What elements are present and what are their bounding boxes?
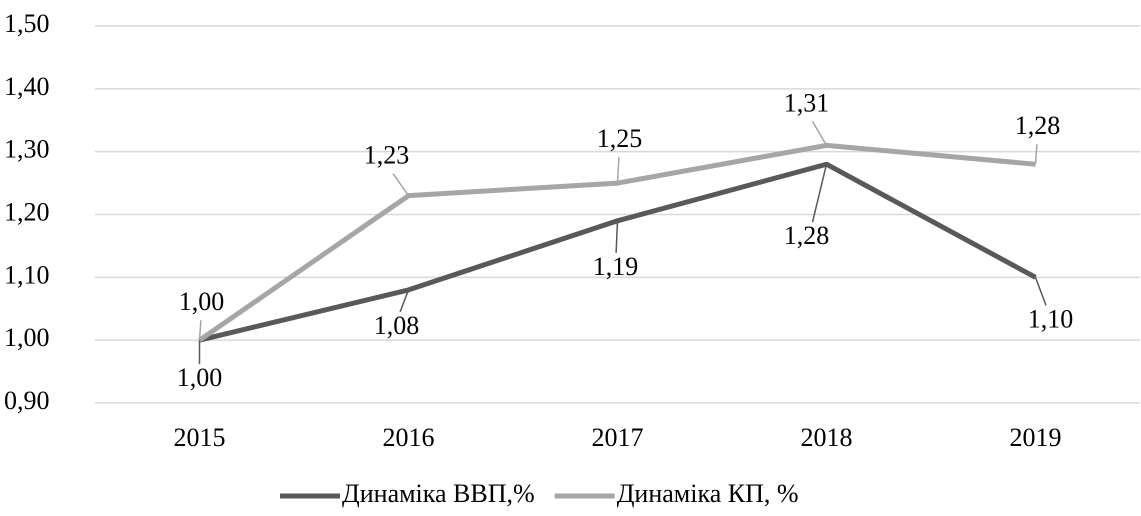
y-tick-label: 1,50 [4,9,50,38]
y-tick-label: 1,40 [4,72,50,101]
leader-line [198,320,202,341]
x-tick-label: 2017 [592,423,644,452]
leader-line [1034,277,1047,306]
data-label: 1,19 [593,252,639,281]
data-label: 1,08 [374,311,420,340]
legend-label: Динаміка ВВП,% [342,479,535,508]
y-tick-label: 1,00 [4,323,50,352]
y-tick-label: 1,30 [4,135,50,164]
leader-line [1034,144,1038,165]
leader-line [811,121,828,146]
data-label: 1,28 [1015,111,1061,140]
leader-line [616,157,620,184]
data-label: 1,28 [784,221,830,250]
data-label: 1,25 [597,124,643,153]
leader-line [392,173,410,197]
data-label: 1,10 [1028,304,1074,333]
leader-line [811,164,828,223]
x-tick-label: 2015 [174,423,226,452]
y-tick-label: 0,90 [4,386,50,415]
leader-line [399,289,410,313]
legend-label: Динаміка КП, % [617,479,799,508]
data-label: 1,31 [784,88,830,117]
data-label: 1,00 [179,287,225,316]
y-tick-label: 1,20 [4,197,50,226]
y-tick-label: 1,10 [4,260,50,289]
data-label: 1,23 [364,141,410,170]
x-tick-label: 2019 [1010,423,1062,452]
leader-line [615,220,619,253]
data-label: 1,00 [177,363,223,392]
x-tick-label: 2016 [383,423,435,452]
x-tick-label: 2018 [801,423,853,452]
